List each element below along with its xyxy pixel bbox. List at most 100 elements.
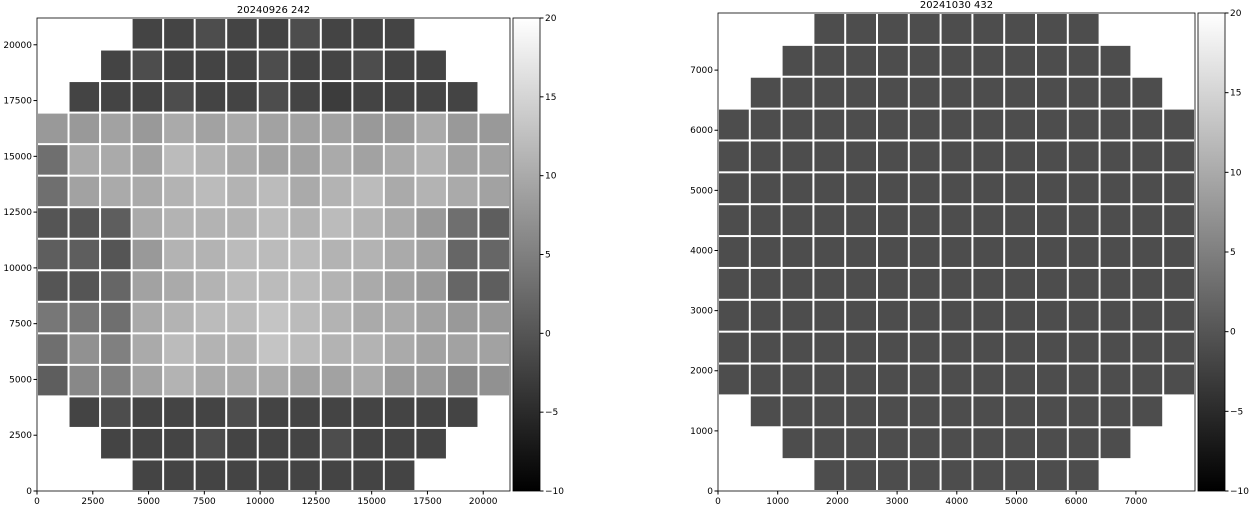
image-cell bbox=[227, 145, 257, 175]
image-cell bbox=[384, 334, 415, 364]
image-cell bbox=[1037, 45, 1067, 76]
image-cell bbox=[353, 460, 383, 490]
x-tick-label: 4000 bbox=[945, 497, 968, 506]
image-cell bbox=[38, 239, 68, 270]
image-cell bbox=[1164, 109, 1194, 140]
image-cell bbox=[1132, 141, 1163, 172]
image-cell bbox=[69, 397, 100, 427]
image-cell bbox=[258, 365, 289, 396]
image-cell bbox=[1132, 268, 1163, 299]
image-cell bbox=[227, 176, 257, 207]
image-cell bbox=[38, 271, 68, 301]
image-cell bbox=[321, 239, 352, 270]
image-cell bbox=[290, 208, 320, 238]
image-cell bbox=[814, 173, 845, 204]
image-cell bbox=[353, 82, 383, 112]
image-cell bbox=[941, 460, 972, 490]
image-cell bbox=[973, 428, 1004, 459]
image-cell bbox=[321, 365, 352, 396]
image-cell bbox=[750, 332, 781, 363]
image-cell bbox=[416, 302, 446, 333]
image-cell bbox=[1068, 364, 1099, 395]
image-cell bbox=[384, 145, 415, 175]
image-cell bbox=[195, 302, 226, 333]
image-cell bbox=[909, 109, 940, 140]
image-cell bbox=[1068, 460, 1099, 490]
image-cell bbox=[447, 302, 478, 333]
image-cell bbox=[384, 19, 415, 49]
image-cell bbox=[258, 334, 289, 364]
image-cell bbox=[1132, 332, 1163, 363]
image-cell bbox=[846, 396, 876, 427]
image-cell bbox=[447, 334, 478, 364]
image-cell bbox=[321, 82, 352, 112]
image-cell bbox=[878, 332, 908, 363]
image-cell bbox=[782, 300, 813, 331]
image-cell bbox=[69, 334, 100, 364]
x-tick-label: 7000 bbox=[1124, 497, 1147, 506]
image-cell bbox=[258, 176, 289, 207]
image-cell bbox=[719, 205, 749, 236]
image-cell bbox=[1132, 364, 1163, 395]
image-cell bbox=[384, 397, 415, 427]
image-cell bbox=[69, 176, 100, 207]
image-cell bbox=[290, 428, 320, 459]
colorbar bbox=[512, 17, 541, 492]
image-cell bbox=[941, 332, 972, 363]
y-tick-label: 7500 bbox=[9, 320, 32, 330]
image-cell bbox=[479, 113, 509, 144]
image-cell bbox=[416, 271, 446, 301]
image-cell bbox=[132, 50, 163, 81]
image-cell bbox=[719, 268, 749, 299]
image-cell bbox=[290, 271, 320, 301]
image-cell bbox=[1164, 141, 1194, 172]
image-cell bbox=[101, 334, 131, 364]
image-cell bbox=[479, 365, 509, 396]
image-cell bbox=[353, 239, 383, 270]
image-cell bbox=[416, 176, 446, 207]
image-cell bbox=[290, 239, 320, 270]
image-cell bbox=[814, 364, 845, 395]
image-cell bbox=[941, 109, 972, 140]
image-cell bbox=[973, 45, 1004, 76]
image-cell bbox=[1005, 428, 1035, 459]
image-cell bbox=[258, 397, 289, 427]
image-cell bbox=[38, 334, 68, 364]
x-tick-label: 1000 bbox=[766, 497, 789, 506]
image-cell bbox=[258, 50, 289, 81]
image-cell bbox=[719, 237, 749, 267]
image-cell bbox=[846, 205, 876, 236]
image-cell bbox=[321, 428, 352, 459]
image-cell bbox=[782, 45, 813, 76]
image-cell bbox=[101, 428, 131, 459]
image-cell bbox=[258, 428, 289, 459]
image-cell bbox=[132, 302, 163, 333]
image-cell bbox=[321, 397, 352, 427]
image-cell bbox=[973, 109, 1004, 140]
image-cell bbox=[132, 19, 163, 49]
image-cell bbox=[1005, 109, 1035, 140]
image-cell bbox=[909, 205, 940, 236]
image-cell bbox=[290, 145, 320, 175]
image-cell bbox=[447, 365, 478, 396]
image-cell bbox=[38, 176, 68, 207]
image-cell bbox=[321, 208, 352, 238]
image-cell bbox=[1005, 205, 1035, 236]
image-cell bbox=[353, 428, 383, 459]
image-cell bbox=[973, 364, 1004, 395]
image-cell bbox=[195, 19, 226, 49]
image-cell bbox=[719, 109, 749, 140]
image-cell bbox=[814, 109, 845, 140]
image-cell bbox=[846, 237, 876, 267]
image-cell bbox=[227, 50, 257, 81]
image-cell bbox=[227, 365, 257, 396]
image-cell bbox=[195, 460, 226, 490]
image-cell bbox=[447, 397, 478, 427]
image-cell bbox=[164, 460, 194, 490]
image-cell bbox=[973, 268, 1004, 299]
image-cell bbox=[1100, 237, 1131, 267]
image-cell bbox=[290, 365, 320, 396]
image-cell bbox=[1068, 300, 1099, 331]
y-tick-label: 2500 bbox=[9, 431, 32, 441]
